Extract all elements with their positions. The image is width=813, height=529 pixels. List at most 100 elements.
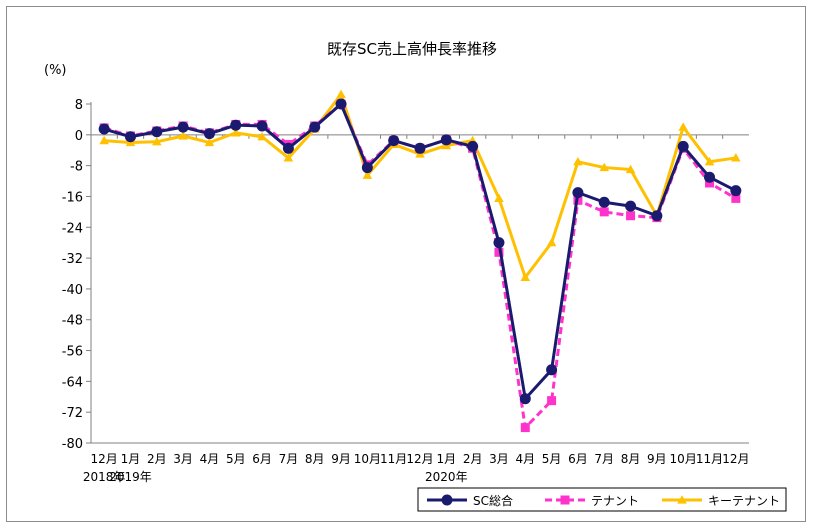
data-point (152, 136, 162, 146)
data-point (98, 123, 110, 135)
x-tick-label: 3月 (173, 452, 193, 466)
data-point (230, 128, 241, 137)
data-point (598, 196, 610, 208)
data-point (705, 178, 715, 188)
data-point (388, 135, 400, 147)
x-tick-label: 2月 (463, 452, 483, 466)
year-label: 2019年 (109, 470, 152, 484)
data-point (547, 396, 557, 406)
data-point (282, 142, 294, 154)
legend-marker (677, 495, 687, 504)
legend-label: テナント (591, 494, 639, 508)
x-tick-label: 6月 (568, 452, 588, 466)
series-0 (98, 98, 742, 405)
data-point (362, 170, 373, 179)
data-point (731, 193, 741, 203)
data-point (520, 272, 531, 281)
y-tick-label: 8 (75, 98, 83, 113)
legend-label: キーテナント (708, 494, 780, 508)
data-point (519, 393, 531, 405)
data-point (361, 162, 373, 174)
chart-title: 既存SC売上高伸長率推移 (327, 40, 497, 58)
x-tick-label: 7月 (594, 452, 614, 466)
x-tick-label: 7月 (279, 452, 299, 466)
legend-marker (560, 495, 570, 505)
data-point (336, 89, 346, 98)
series-line-2 (104, 92, 737, 279)
year-label: 2020年 (425, 470, 468, 484)
legend-label: SC総合 (473, 493, 513, 508)
data-point (178, 131, 188, 140)
data-point (678, 122, 688, 131)
x-tick-label: 11月 (380, 452, 407, 466)
data-point (494, 247, 504, 257)
y-tick-label: 0 (75, 129, 83, 144)
data-point (599, 162, 610, 172)
data-point (626, 211, 636, 221)
x-tick-labels: 12月 1月 2月 3月 4月 5月 6月 7月 8月 9月 10月 11月 12月 1月 2月 3月 4月 5月… (83, 452, 750, 484)
legend: SC総合 テナント キーテナント (417, 487, 787, 512)
x-tick-label: 8月 (621, 452, 641, 466)
data-point (99, 135, 109, 145)
x-tick-label: 8月 (305, 452, 325, 466)
data-point (467, 140, 479, 152)
data-point (230, 119, 242, 131)
series-layer (98, 89, 742, 433)
data-point (625, 164, 636, 174)
y-tick-label: -32 (62, 252, 83, 267)
data-point (256, 120, 268, 132)
data-point (283, 153, 294, 162)
data-point (414, 142, 426, 154)
x-tick-label: 5月 (226, 452, 246, 466)
y-axis-label: (%) (44, 63, 67, 78)
data-point (203, 128, 215, 140)
y-tick-label: -80 (62, 437, 83, 452)
series-2 (99, 89, 741, 281)
y-tick-label: -24 (62, 221, 83, 236)
data-point (124, 131, 136, 143)
data-point (440, 134, 452, 146)
legend-marker (441, 494, 453, 506)
x-tick-label: 5月 (542, 452, 562, 466)
data-point (730, 185, 742, 197)
y-tick-label: -16 (62, 190, 83, 205)
data-point (493, 237, 505, 249)
data-point (651, 210, 663, 222)
data-point (573, 156, 583, 166)
y-tick-label: -72 (62, 406, 83, 421)
y-tick-label: -40 (62, 283, 83, 298)
data-point (546, 237, 557, 247)
x-tick-label: 12月 (722, 452, 749, 466)
x-tick-label: 10月 (670, 452, 697, 466)
x-tick-label: 9月 (647, 452, 667, 466)
y-tick-labels: 8 0 -8 -16 -24 -32 -40 -48 -56 -64 -72 -80 (62, 98, 83, 452)
data-point (204, 137, 215, 147)
data-point (625, 200, 637, 212)
data-point (520, 423, 530, 433)
y-tick-label: -56 (62, 345, 83, 360)
x-tick-label: 9月 (331, 452, 351, 466)
data-point (257, 131, 267, 141)
y-tick-label: -8 (70, 160, 83, 175)
x-tick-label: 12月 (91, 452, 118, 466)
data-point (494, 193, 504, 202)
data-point (704, 171, 716, 183)
x-tick-label: 6月 (252, 452, 272, 466)
y-tick-label: -64 (62, 375, 83, 390)
x-tick-label: 2月 (147, 452, 167, 466)
legend-box (417, 487, 787, 512)
year-label: 2018年 (83, 470, 126, 484)
data-point (151, 126, 163, 138)
x-tick-label: 4月 (515, 452, 535, 466)
x-tick-label: 1月 (121, 452, 141, 466)
data-point (677, 140, 689, 152)
data-point (572, 187, 584, 199)
chart-frame: 既存SC売上高伸長率推移 (%) 8 0 -8 -16 -24 -32 -40 -48 -56 -… (6, 6, 806, 522)
data-point (704, 156, 715, 166)
data-point (177, 121, 189, 133)
x-tick-label: 4月 (200, 452, 220, 466)
x-tick-label: 3月 (489, 452, 509, 466)
data-point (731, 153, 741, 162)
y-tick-label: -48 (62, 314, 83, 329)
data-point (309, 121, 321, 133)
